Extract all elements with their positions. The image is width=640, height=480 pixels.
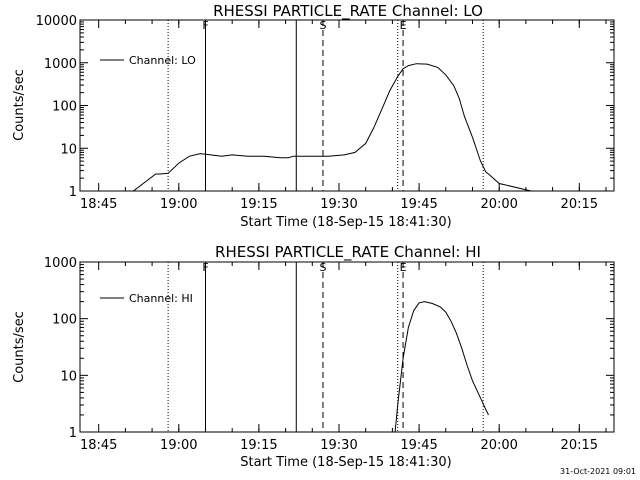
panel-lo: RHESSI PARTICLE_RATE Channel: LO F S E 1 10… <box>12 2 615 230</box>
x-tick-label: 18:45 <box>80 197 117 212</box>
plot-frame <box>79 19 615 192</box>
x-tick-label: 19:45 <box>400 197 437 212</box>
x-tick-label: 20:00 <box>480 438 517 453</box>
marker-label: F <box>202 261 208 274</box>
x-tick-label: 20:15 <box>561 438 598 453</box>
marker-label: E <box>400 261 407 274</box>
marker-label: E <box>400 19 407 32</box>
legend-label: Channel: HI <box>129 292 193 305</box>
marker-label: S <box>319 261 326 274</box>
marker-label: F <box>202 19 208 32</box>
x-tick-label: 20:15 <box>561 197 598 212</box>
y-tick-label: 1000 <box>44 57 77 72</box>
y-tick-label: 1 <box>69 185 77 200</box>
y-axis: 1 10 100 1000 10000 <box>36 14 614 200</box>
x-axis-label: Start Time (18-Sep-15 18:41:30) <box>240 455 451 470</box>
x-tick-label: 19:45 <box>400 438 437 453</box>
y-tick-label: 1 <box>69 426 77 441</box>
x-tick-label: 19:00 <box>160 438 197 453</box>
x-axis: 18:45 19:00 19:15 19:30 19:45 20:00 20:15 <box>80 262 607 453</box>
chart-title: RHESSI PARTICLE_RATE Channel: HI <box>215 243 481 262</box>
y-axis-label: Counts/sec <box>12 69 27 141</box>
plot-frame <box>79 261 615 433</box>
x-axis: 18:45 19:00 19:15 19:30 19:45 20:00 20:15 <box>80 20 607 212</box>
legend: Channel: LO <box>100 54 196 67</box>
series-line <box>80 63 532 192</box>
x-tick-label: 19:15 <box>240 197 277 212</box>
marker-label: S <box>319 19 326 32</box>
timestamp-footer: 31-Oct-2021 09:01 <box>560 467 636 476</box>
y-tick-label: 10 <box>60 142 77 157</box>
legend: Channel: HI <box>100 292 193 305</box>
chart-title: RHESSI PARTICLE_RATE Channel: LO <box>213 2 483 21</box>
y-tick-label: 100 <box>52 100 77 115</box>
x-axis-label: Start Time (18-Sep-15 18:41:30) <box>240 215 451 230</box>
legend-label: Channel: LO <box>129 54 196 67</box>
x-tick-label: 19:15 <box>240 438 277 453</box>
y-tick-label: 100 <box>52 313 77 328</box>
x-tick-label: 19:30 <box>320 197 357 212</box>
series-line <box>394 301 489 433</box>
y-tick-label: 10 <box>60 369 77 384</box>
y-axis: 1 10 100 1000 <box>44 256 614 441</box>
y-axis-label: Counts/sec <box>12 311 27 383</box>
x-tick-label: 20:00 <box>480 197 517 212</box>
panel-hi: RHESSI PARTICLE_RATE Channel: HI F S E 1 10… <box>12 243 615 470</box>
x-tick-label: 19:30 <box>320 438 357 453</box>
x-tick-label: 18:45 <box>80 438 117 453</box>
y-tick-label: 1000 <box>44 256 77 271</box>
x-tick-label: 19:00 <box>160 197 197 212</box>
y-tick-label: 10000 <box>36 14 77 29</box>
